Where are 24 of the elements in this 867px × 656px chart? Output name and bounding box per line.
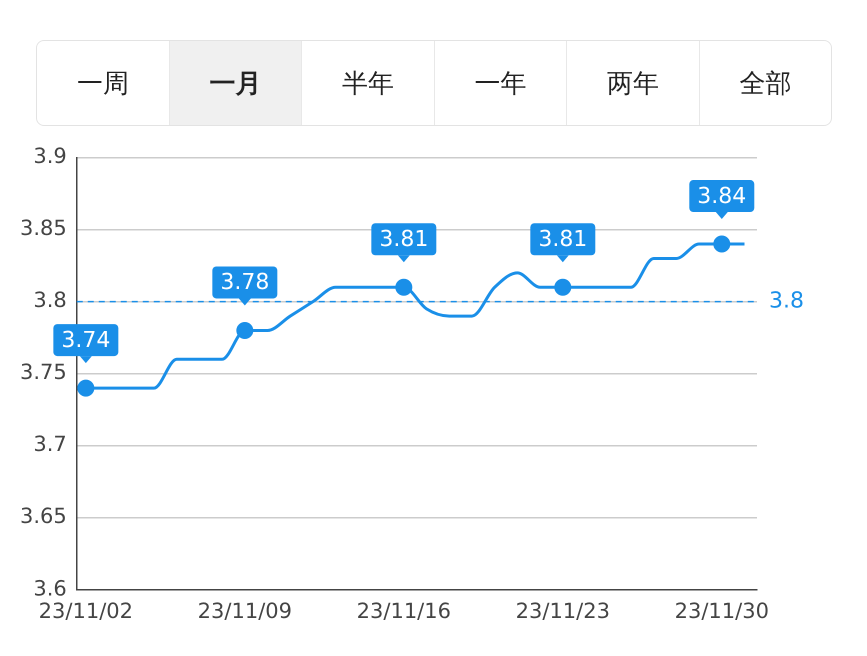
text: 半年 xyxy=(301,41,434,125)
x-tick-label: 23/11/16 xyxy=(356,598,451,623)
data-label: 3.84 xyxy=(697,184,746,209)
y-tick-label: 3.7 xyxy=(33,432,67,456)
y-tick-label: 3.6 xyxy=(33,576,67,600)
ref-line-label: 3.8 xyxy=(769,288,804,314)
text: 全部 xyxy=(698,41,831,125)
x-tick-label: 23/11/30 xyxy=(674,598,769,623)
data-label: 3.81 xyxy=(379,226,428,252)
y-tick-label: 3.85 xyxy=(20,216,67,240)
y-tick-label: 3.75 xyxy=(20,360,67,384)
text: 一月 xyxy=(168,41,301,125)
text: 一年 xyxy=(434,41,566,125)
y-tick-label: 3.8 xyxy=(33,288,67,312)
text: 两年 xyxy=(566,41,698,125)
y-tick-label: 3.65 xyxy=(20,504,67,528)
data-label: 3.78 xyxy=(220,270,270,296)
x-tick-label: 23/11/02 xyxy=(38,598,134,623)
y-tick-label: 3.9 xyxy=(33,144,67,168)
data-label: 3.74 xyxy=(61,328,110,353)
x-tick-label: 23/11/23 xyxy=(516,598,610,623)
x-tick-label: 23/11/09 xyxy=(198,598,292,623)
text: 一周 xyxy=(76,68,130,100)
data-label: 3.81 xyxy=(538,226,588,252)
